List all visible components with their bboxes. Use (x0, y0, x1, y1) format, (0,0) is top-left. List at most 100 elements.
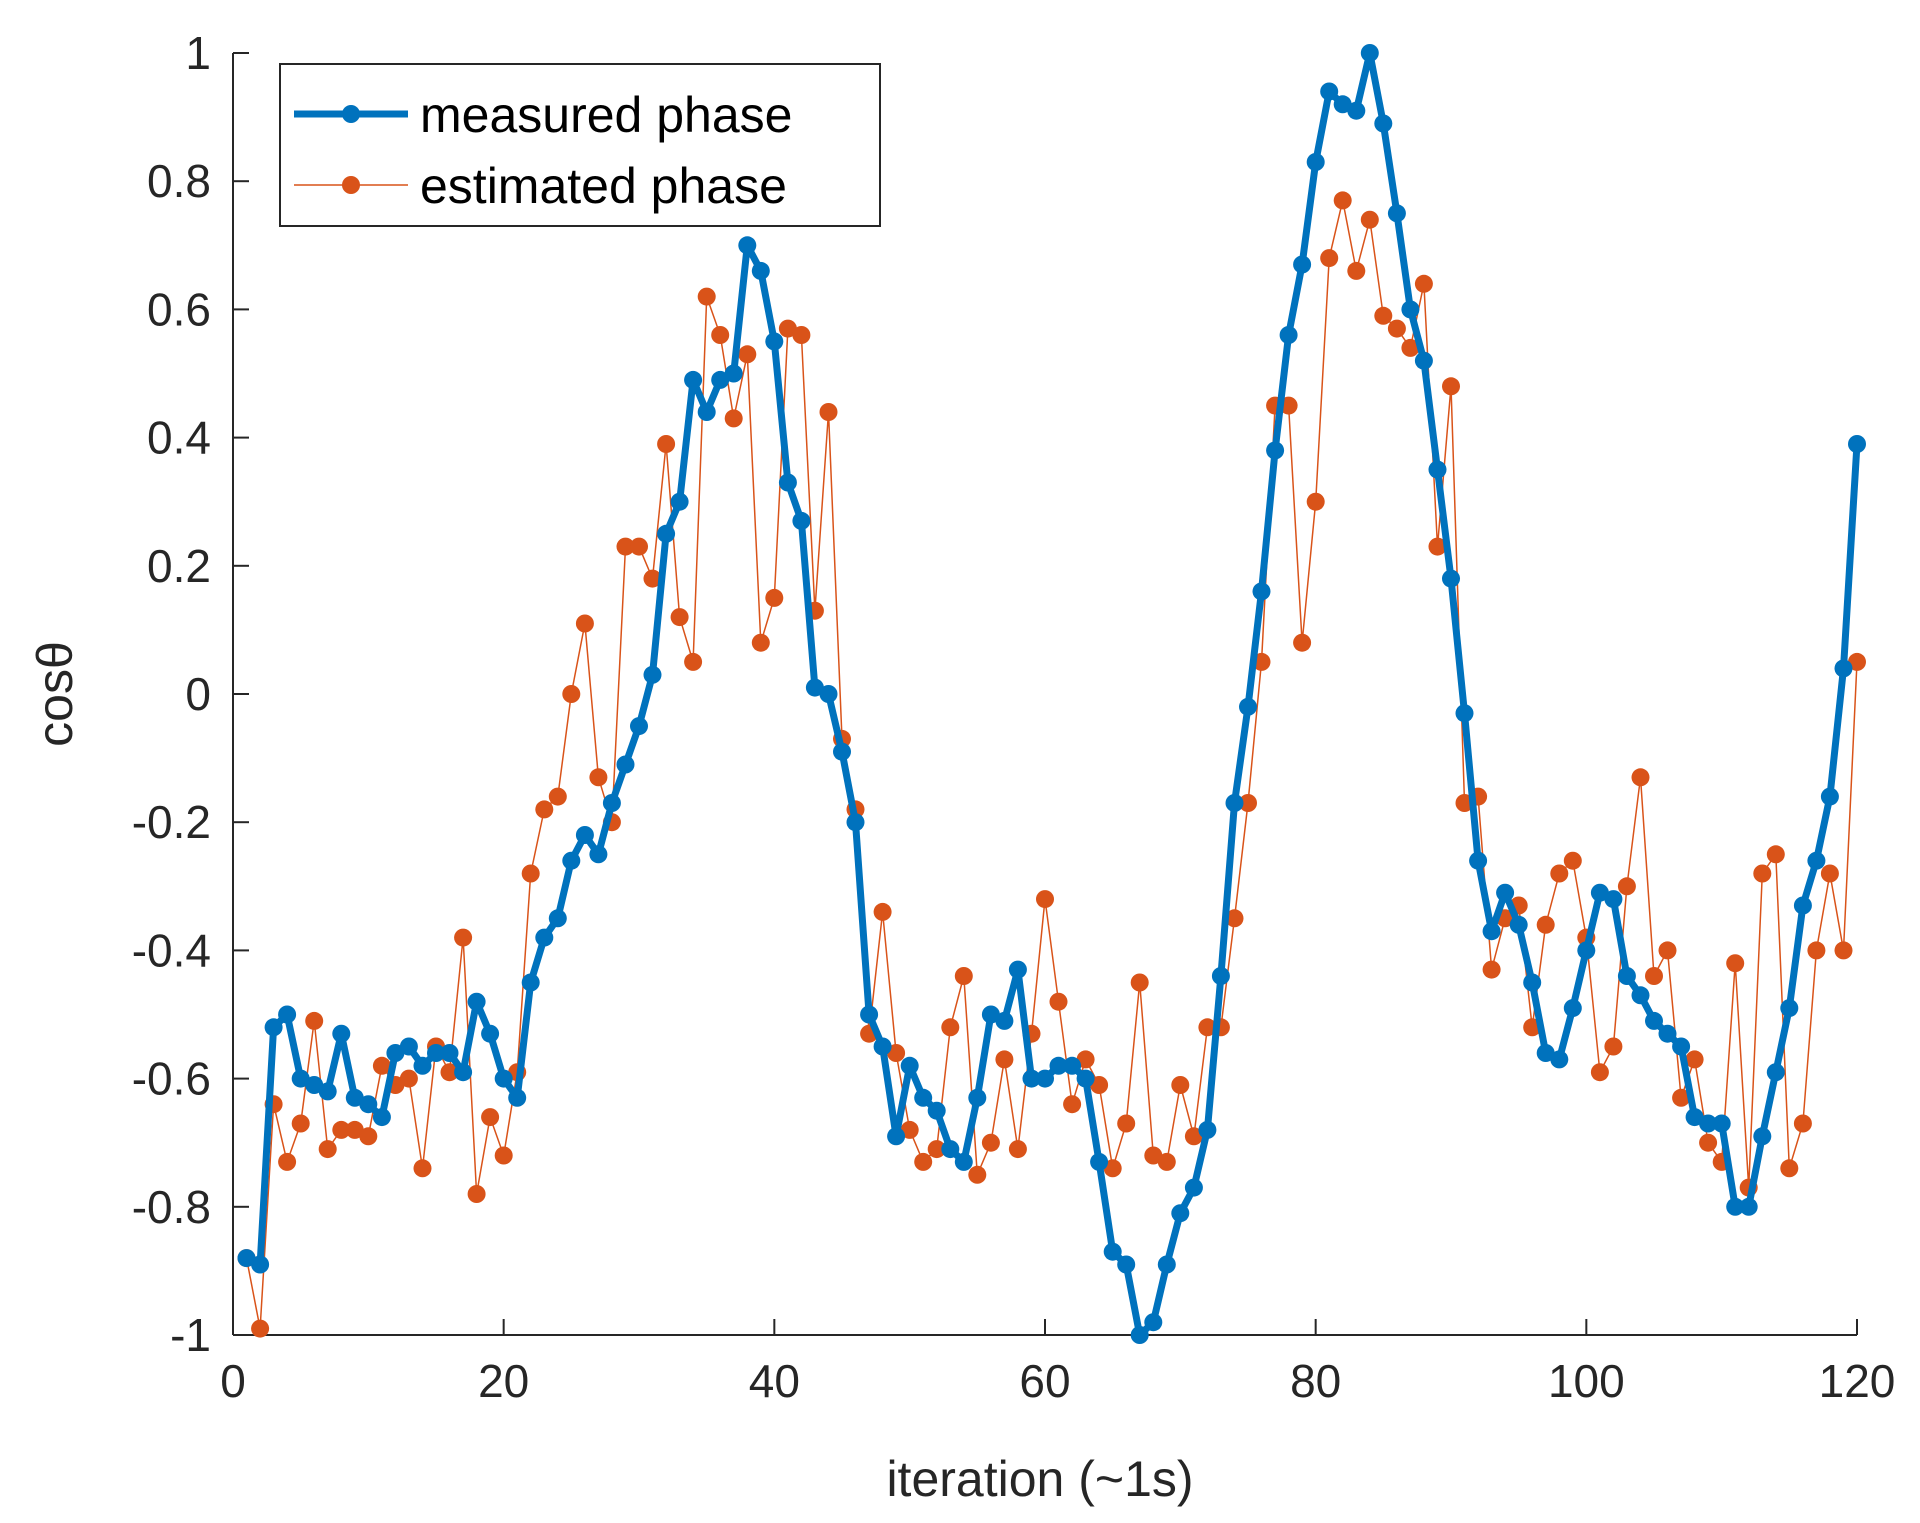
data-point (467, 1185, 486, 1203)
data-point (1590, 1063, 1609, 1082)
data-point (1807, 851, 1826, 870)
data-point (616, 755, 635, 774)
data-point (1130, 1326, 1149, 1344)
data-point (535, 800, 554, 819)
data-point (1103, 1159, 1122, 1178)
axes: 0 20 40 60 80 100 120 1 0.8 0.6 0.4 0.2 0 -0.2 -0.4 -0.… (132, 27, 1896, 1407)
data-point (1414, 351, 1433, 370)
data-point (305, 1011, 324, 1030)
legend-marker-estimated (342, 176, 360, 194)
data-point (616, 537, 635, 556)
data-point (738, 236, 757, 255)
data-point (1387, 204, 1406, 223)
data-point (332, 1024, 351, 1043)
data-point (981, 1005, 1000, 1024)
data-point (1658, 1024, 1677, 1043)
data-point (1428, 537, 1447, 556)
data-point (440, 1063, 459, 1082)
data-point (805, 678, 824, 697)
data-point (1076, 1069, 1095, 1088)
data-point (562, 685, 581, 703)
data-point (1144, 1146, 1163, 1165)
data-point (670, 608, 689, 627)
data-point (1766, 845, 1785, 864)
data-point (1022, 1069, 1041, 1088)
data-point (819, 403, 838, 421)
data-point (413, 1056, 432, 1075)
data-point (1103, 1242, 1122, 1261)
data-point (1144, 1313, 1163, 1332)
data-point (1130, 973, 1149, 992)
data-point (1631, 986, 1650, 1005)
data-point (1604, 1037, 1623, 1056)
data-point (1617, 877, 1636, 896)
data-point (657, 435, 676, 453)
data-point (332, 1120, 351, 1139)
data-point (1184, 1178, 1203, 1197)
legend: measured phase estimated phase (279, 63, 881, 227)
data-point (981, 1133, 1000, 1152)
x-tick-label: 0 (220, 1355, 246, 1407)
data-point (305, 1076, 324, 1094)
data-point (1374, 306, 1393, 325)
data-point (264, 1018, 283, 1037)
data-point (1482, 922, 1501, 941)
data-point (1739, 1197, 1758, 1216)
data-point (413, 1159, 432, 1178)
data-point (1848, 652, 1866, 671)
data-point (914, 1152, 933, 1171)
data-point (1401, 338, 1420, 357)
legend-label-estimated: estimated phase (420, 158, 787, 214)
data-point (1279, 326, 1298, 344)
data-point (1645, 1011, 1663, 1030)
data-point (481, 1108, 500, 1127)
data-point (765, 588, 784, 607)
data-point (1293, 255, 1312, 274)
data-point (1780, 1159, 1799, 1178)
y-tick-label: -0.4 (132, 924, 211, 976)
data-point (399, 1037, 418, 1056)
data-point (467, 992, 486, 1011)
data-point (751, 633, 770, 652)
data-point (1171, 1076, 1190, 1094)
y-axis-title: cosθ (27, 641, 83, 747)
x-tick-label: 100 (1548, 1355, 1625, 1407)
data-point (1658, 941, 1677, 960)
data-point (1117, 1114, 1136, 1133)
data-point (1049, 992, 1068, 1011)
data-point (846, 813, 865, 832)
data-point (1387, 319, 1406, 338)
data-point (1320, 249, 1339, 268)
data-point (792, 326, 811, 344)
data-point (1577, 941, 1596, 960)
data-point (278, 1152, 297, 1171)
data-point (1198, 1120, 1217, 1139)
data-point (1766, 1063, 1785, 1082)
data-point (1536, 915, 1555, 934)
data-point (1780, 999, 1799, 1018)
data-point (386, 1044, 405, 1062)
data-point (954, 967, 973, 985)
data-point (873, 902, 892, 921)
x-tick-label: 60 (1019, 1355, 1070, 1407)
data-point (454, 928, 473, 947)
y-tick-label: 0.2 (147, 540, 211, 592)
data-point (1374, 114, 1393, 133)
data-point (1645, 967, 1663, 985)
data-point (1820, 787, 1839, 806)
data-point (778, 319, 797, 338)
data-point (359, 1127, 378, 1146)
data-point (995, 1011, 1014, 1030)
data-point (1496, 883, 1515, 902)
data-point (481, 1024, 500, 1043)
data-point (900, 1120, 919, 1139)
data-point (1320, 82, 1339, 101)
data-point (1333, 95, 1352, 114)
data-point (1442, 569, 1460, 588)
data-point (927, 1140, 946, 1159)
data-point (1523, 973, 1542, 992)
data-point (589, 768, 608, 787)
data-point (251, 1319, 270, 1338)
